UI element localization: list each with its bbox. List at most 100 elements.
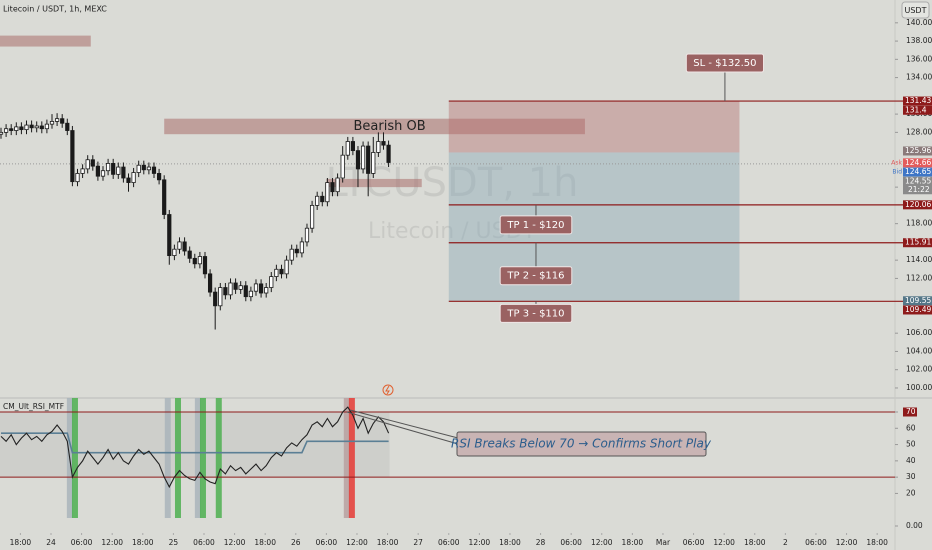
price-tag-label: 109.55 <box>905 296 931 305</box>
rsi-band-fill <box>0 412 390 478</box>
order-block-zone <box>0 35 91 47</box>
x-tick-label: 12:00 <box>101 538 123 547</box>
candle-body <box>350 141 355 152</box>
price-tag <box>903 146 932 156</box>
x-tick-label: 18:00 <box>10 538 32 547</box>
candle-body <box>264 287 269 294</box>
price-tag <box>903 200 932 210</box>
candle-body <box>371 152 376 174</box>
candle-body <box>269 276 274 288</box>
rsi-y-tick-label: 40 <box>906 456 916 465</box>
y-tick-label: 104.00 <box>906 346 932 355</box>
x-tick-label: 12:00 <box>713 538 735 547</box>
candle-body <box>172 248 177 256</box>
candle-body <box>228 282 233 296</box>
candle-body <box>355 150 361 170</box>
order-block-zone <box>326 178 422 188</box>
price-tag <box>903 176 932 186</box>
candle-body <box>136 164 141 173</box>
x-tick-label: 06:00 <box>560 538 582 547</box>
x-tick-label: 25 <box>169 538 179 547</box>
annotation-text: RSI Breaks Below 70 → Confirms Short Pla… <box>451 437 712 451</box>
candle-body <box>192 257 197 265</box>
candle-body <box>126 177 131 183</box>
price-tag-label: 125.96 <box>905 146 931 155</box>
x-tick-label: Mar <box>656 538 671 547</box>
candle-body <box>156 173 162 181</box>
candle-body <box>121 166 126 179</box>
price-tag-label: 131.4 <box>905 105 927 114</box>
countdown: 21:22 <box>908 185 930 194</box>
candle-body <box>80 168 85 174</box>
level-label: TP 3 - $110 <box>506 308 564 319</box>
candle-body <box>233 282 238 290</box>
candle-body <box>335 177 340 193</box>
candle-body <box>24 124 29 131</box>
candle-body <box>309 204 315 229</box>
candle-body <box>177 241 182 250</box>
candle-body <box>330 182 335 193</box>
candle-body <box>218 287 223 307</box>
candle-body <box>340 154 345 179</box>
price-tag <box>903 105 932 115</box>
candle-body <box>44 123 49 130</box>
x-tick-label: 28 <box>536 538 546 547</box>
price-tag <box>903 238 932 248</box>
x-tick-label: 18:00 <box>499 538 521 547</box>
candle-body <box>376 141 381 153</box>
candle-body <box>95 165 100 177</box>
y-tick-label: 140.00 <box>906 18 932 27</box>
candle-body <box>279 268 284 275</box>
candle-body <box>131 172 136 183</box>
candle-body <box>223 287 228 296</box>
rsi-signal <box>164 398 171 518</box>
candle-body <box>85 159 90 170</box>
candle-body <box>258 283 264 294</box>
x-tick-label: 06:00 <box>71 538 93 547</box>
candle-body <box>9 128 14 131</box>
candle-body <box>197 256 202 265</box>
x-tick-label: 12:00 <box>469 538 491 547</box>
price-tag <box>903 96 932 106</box>
candle-body <box>182 241 187 252</box>
price-tag <box>903 158 932 168</box>
x-tick-label: 18:00 <box>377 538 399 547</box>
x-tick-label: 27 <box>413 538 423 547</box>
y-tick-label: 138.00 <box>906 36 932 45</box>
price-tag-label: 124.55 <box>905 176 931 185</box>
candle-body <box>345 141 350 156</box>
price-tag-label: 115.91 <box>905 238 931 247</box>
candle-body <box>360 145 366 170</box>
reward-zone <box>448 152 740 302</box>
price-tag <box>903 305 932 315</box>
rsi-y-tick-label: 50 <box>906 440 916 449</box>
candle-body <box>151 166 157 174</box>
rsi-y-tick-label: 70 <box>906 407 916 416</box>
rsi-y-tick-label: 60 <box>906 423 916 432</box>
x-tick-label: 06:00 <box>683 538 705 547</box>
lightning-icon[interactable] <box>382 384 394 396</box>
y-tick-label: 128.00 <box>906 127 932 136</box>
candle-body <box>0 131 4 135</box>
candle-body <box>100 170 106 177</box>
risk-zone <box>448 101 740 153</box>
y-tick-label: 118.00 <box>906 219 932 228</box>
rsi-signal <box>194 398 201 518</box>
level-label: SL - $132.50 <box>693 58 756 69</box>
candle-body <box>274 268 279 277</box>
countdown-box <box>903 185 932 195</box>
level-label-box <box>499 215 573 235</box>
x-tick-label: 12:00 <box>836 538 858 547</box>
candle-body <box>3 128 9 133</box>
x-tick-label: 06:00 <box>438 538 460 547</box>
currency-button[interactable] <box>901 1 930 19</box>
y-tick-label: 114.00 <box>906 255 932 264</box>
candle-body <box>70 130 75 183</box>
chart-title: Litecoin / USDT, 1h, MEXC <box>3 5 107 14</box>
x-tick-label: 18:00 <box>254 538 276 547</box>
candle-body <box>14 126 19 131</box>
currency-label[interactable]: USDT <box>905 6 927 15</box>
candle-body <box>366 145 371 174</box>
candle-body <box>146 166 151 171</box>
